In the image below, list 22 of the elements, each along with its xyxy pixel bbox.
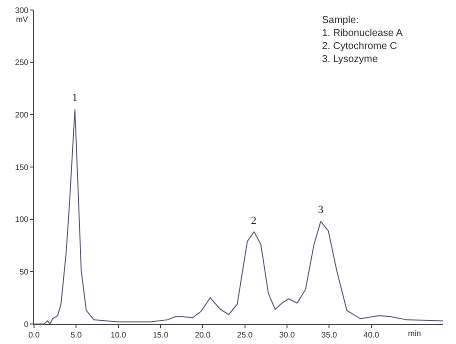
annotation: 3 [318, 204, 324, 216]
y-tick-label: 250 [15, 58, 29, 68]
x-tick-label: 25.0 [237, 330, 254, 340]
x-tick-label: 10.0 [110, 330, 127, 340]
y-tick-label: 200 [15, 110, 29, 120]
annotation: 2 [251, 215, 256, 227]
x-tick-label: 20.0 [194, 330, 211, 340]
x-tick-label: 30.0 [279, 330, 296, 340]
y-tick-label: 100 [15, 215, 29, 224]
annotation: Sample: 1. Ribonuclease A 2. Cytochrome C 3. Lysozyme [322, 15, 403, 65]
y-tick-label: 150 [15, 162, 29, 172]
y-axis-title: mV [16, 15, 29, 24]
annotation: 1 [72, 92, 78, 104]
y-tick-label: 0 [24, 320, 29, 329]
x-axis-title: min [408, 329, 421, 338]
x-tick-label: 0.0 [28, 330, 40, 340]
x-tick-label: 40.0 [364, 330, 380, 340]
y-tick-label: 50 [19, 267, 29, 276]
x-tick-label: 35.0 [321, 330, 338, 340]
x-tick-label: 15.0 [152, 330, 169, 340]
y-tick-label: 300 [15, 6, 29, 15]
x-tick-label: 5.0 [70, 330, 82, 340]
